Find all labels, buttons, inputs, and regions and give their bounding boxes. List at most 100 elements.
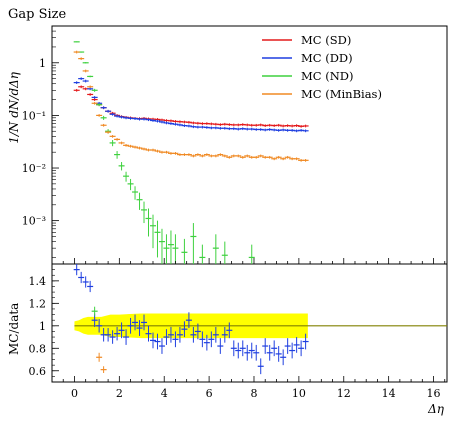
point-dd [118, 115, 125, 119]
point-minbias [114, 138, 121, 141]
point-nd [82, 62, 89, 64]
point-minbias [212, 154, 219, 158]
ratio-point-dd [298, 340, 305, 357]
legend-entry-minbias: MC (MinBias) [262, 87, 382, 101]
point-minbias [239, 155, 246, 159]
ratio-point-dd [105, 328, 112, 342]
ratio-point-dd [87, 280, 94, 293]
main-plot-layer [73, 41, 309, 264]
ratio-point-dd [302, 333, 309, 350]
y-tick-label-main: 1 [39, 57, 46, 70]
ratio-point-dd [248, 342, 255, 359]
ratio-plot-layer [73, 264, 309, 375]
main-panel-frame [51, 25, 448, 265]
ratio-point-dd [78, 271, 85, 284]
point-nd [145, 208, 152, 237]
point-minbias [109, 135, 116, 138]
x-tick-label: 6 [206, 387, 213, 400]
x-tick-label: 8 [250, 387, 257, 400]
ratio-point-dd [127, 317, 134, 334]
ratio-point-dd [185, 312, 192, 329]
ratio-point-dd [266, 344, 273, 361]
ratio-point-dd [163, 329, 170, 345]
point-minbias [266, 155, 273, 159]
point-dd [302, 129, 309, 133]
point-dd [145, 118, 152, 122]
point-minbias [149, 148, 156, 152]
point-minbias [141, 147, 148, 151]
point-minbias [217, 153, 224, 157]
point-minbias [136, 146, 143, 150]
legend-entry-sd: MC (SD) [262, 33, 351, 47]
ratio-point-dd [203, 334, 210, 351]
point-minbias [194, 153, 201, 157]
y-tick-label-ratio: 1.4 [29, 275, 47, 288]
legend-label-nd: MC (ND) [301, 69, 354, 83]
ratio-point-dd [212, 326, 219, 343]
point-nd [158, 228, 165, 264]
ratio-point-nd [91, 306, 98, 316]
y-tick-label-ratio: 1.2 [29, 297, 47, 310]
legend-label-minbias: MC (MinBias) [301, 87, 382, 101]
point-nd [109, 140, 116, 147]
point-dd [163, 121, 170, 125]
point-nd [73, 41, 80, 43]
point-nd [132, 186, 139, 200]
ratio-point-dd [293, 337, 300, 353]
point-minbias [78, 57, 85, 61]
x-tick-label: 10 [292, 387, 306, 400]
ratio-point-dd [235, 342, 242, 359]
x-tick-label: 4 [161, 387, 168, 400]
ratio-point-dd [123, 329, 130, 345]
x-tick-label: 12 [337, 387, 351, 400]
point-minbias [154, 149, 161, 153]
point-minbias [105, 130, 112, 134]
legend: MC (SD) MC (DD) MC (ND) MC (MinBias) [262, 33, 382, 101]
point-minbias [253, 155, 260, 159]
ratio-point-dd [257, 358, 264, 375]
ratio-point-dd [280, 349, 287, 366]
ratio-point-dd [208, 331, 215, 348]
point-nd [221, 241, 228, 264]
point-dd [185, 124, 192, 128]
ratio-point-minbias [96, 352, 103, 362]
ratio-point-dd [230, 340, 237, 357]
ratio-point-minbias [100, 366, 107, 374]
point-nd [141, 201, 148, 224]
point-minbias [73, 50, 80, 54]
point-minbias [118, 141, 125, 145]
point-dd [73, 81, 80, 85]
point-dd [100, 106, 107, 110]
ratio-point-dd [96, 319, 103, 333]
x-axis-label: Δη [427, 402, 445, 416]
ratio-point-dd [154, 333, 161, 350]
point-minbias [244, 154, 251, 158]
ratio-point-dd [262, 338, 269, 354]
point-sd [185, 120, 192, 124]
point-minbias [221, 154, 228, 158]
y-tick-label-ratio: 0.6 [29, 365, 47, 378]
point-dd [109, 112, 116, 116]
point-minbias [203, 153, 210, 157]
ratio-y-axis-label: MC/data [7, 303, 21, 355]
y-tick-label-main: 10⁻³ [22, 215, 46, 228]
ratio-point-dd [118, 322, 125, 339]
point-sd [293, 124, 300, 128]
point-nd [248, 244, 255, 264]
point-nd [127, 178, 134, 191]
point-minbias [87, 85, 94, 89]
legend-entry-nd: MC (ND) [262, 69, 354, 83]
ratio-point-dd [226, 322, 233, 339]
x-tick-label: 2 [116, 387, 123, 400]
chart-title: Gap Size [8, 7, 67, 22]
point-dd [91, 96, 98, 99]
point-nd [167, 230, 174, 264]
point-dd [176, 123, 183, 127]
point-nd [212, 234, 219, 264]
point-nd [181, 238, 188, 264]
point-dd [114, 114, 121, 118]
ratio-point-dd [271, 340, 278, 357]
point-dd [82, 79, 89, 83]
legend-label-sd: MC (SD) [301, 33, 351, 47]
point-nd [87, 75, 94, 78]
